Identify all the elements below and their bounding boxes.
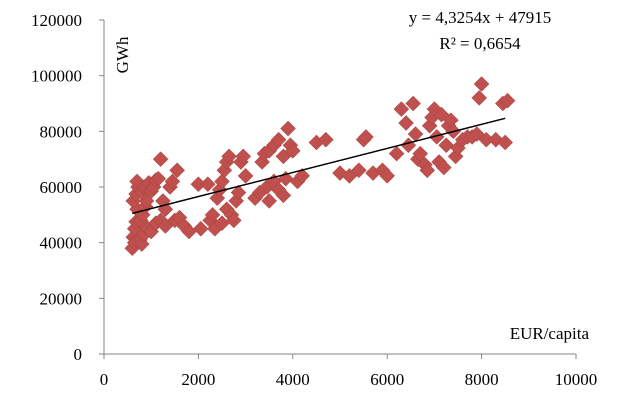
data-point <box>275 187 292 204</box>
y-tick-label: 0 <box>74 345 83 364</box>
data-point <box>150 170 167 187</box>
data-points <box>124 76 516 257</box>
data-point <box>261 193 278 209</box>
data-point <box>499 92 516 109</box>
trendline <box>132 117 506 215</box>
y-axis-label: GWh <box>113 36 132 73</box>
data-point <box>497 134 514 151</box>
data-point <box>471 90 488 106</box>
x-axis-ticks: 0 2000 4000 6000 8000 10000 <box>100 354 598 389</box>
data-point <box>438 137 455 154</box>
data-point <box>388 145 405 162</box>
y-tick-label: 80000 <box>40 122 83 141</box>
data-point <box>235 148 252 165</box>
data-point <box>192 220 209 237</box>
data-point <box>412 145 429 162</box>
data-point <box>221 148 237 165</box>
data-point <box>237 168 254 184</box>
data-point <box>294 168 311 184</box>
data-point <box>280 120 296 137</box>
y-tick-label: 100000 <box>31 67 82 86</box>
trendline-equation: y = 4,3254x + 47915 <box>409 8 551 27</box>
data-point <box>230 184 247 201</box>
y-tick-label: 120000 <box>31 11 82 30</box>
x-tick-label: 2000 <box>181 370 215 389</box>
y-tick-label: 40000 <box>40 234 83 253</box>
y-tick-label: 20000 <box>40 289 83 308</box>
data-point <box>270 131 287 148</box>
data-point <box>204 206 221 223</box>
trendline-r-squared: R² = 0,6654 <box>439 34 521 53</box>
data-point <box>169 162 186 179</box>
data-point <box>225 212 242 229</box>
data-point <box>435 159 452 176</box>
data-point <box>405 95 422 112</box>
data-point <box>351 162 367 179</box>
data-point <box>358 129 374 145</box>
data-point <box>379 168 396 184</box>
data-point <box>473 76 490 92</box>
x-tick-label: 8000 <box>465 370 499 389</box>
data-point <box>214 173 230 190</box>
x-axis-label: EUR/capita <box>510 324 590 343</box>
y-tick-label: 60000 <box>40 178 83 197</box>
data-point <box>419 162 436 179</box>
data-point <box>317 131 334 148</box>
x-tick-label: 4000 <box>276 370 310 389</box>
x-tick-label: 0 <box>100 370 109 389</box>
x-tick-label: 10000 <box>555 370 598 389</box>
data-point <box>152 151 169 168</box>
data-point <box>398 115 414 131</box>
data-point <box>393 101 410 117</box>
x-tick-label: 6000 <box>370 370 404 389</box>
data-point <box>284 142 301 159</box>
y-axis-ticks: 0 20000 40000 60000 80000 100000 120000 <box>31 11 104 364</box>
data-point <box>199 176 216 193</box>
data-point <box>164 173 181 190</box>
